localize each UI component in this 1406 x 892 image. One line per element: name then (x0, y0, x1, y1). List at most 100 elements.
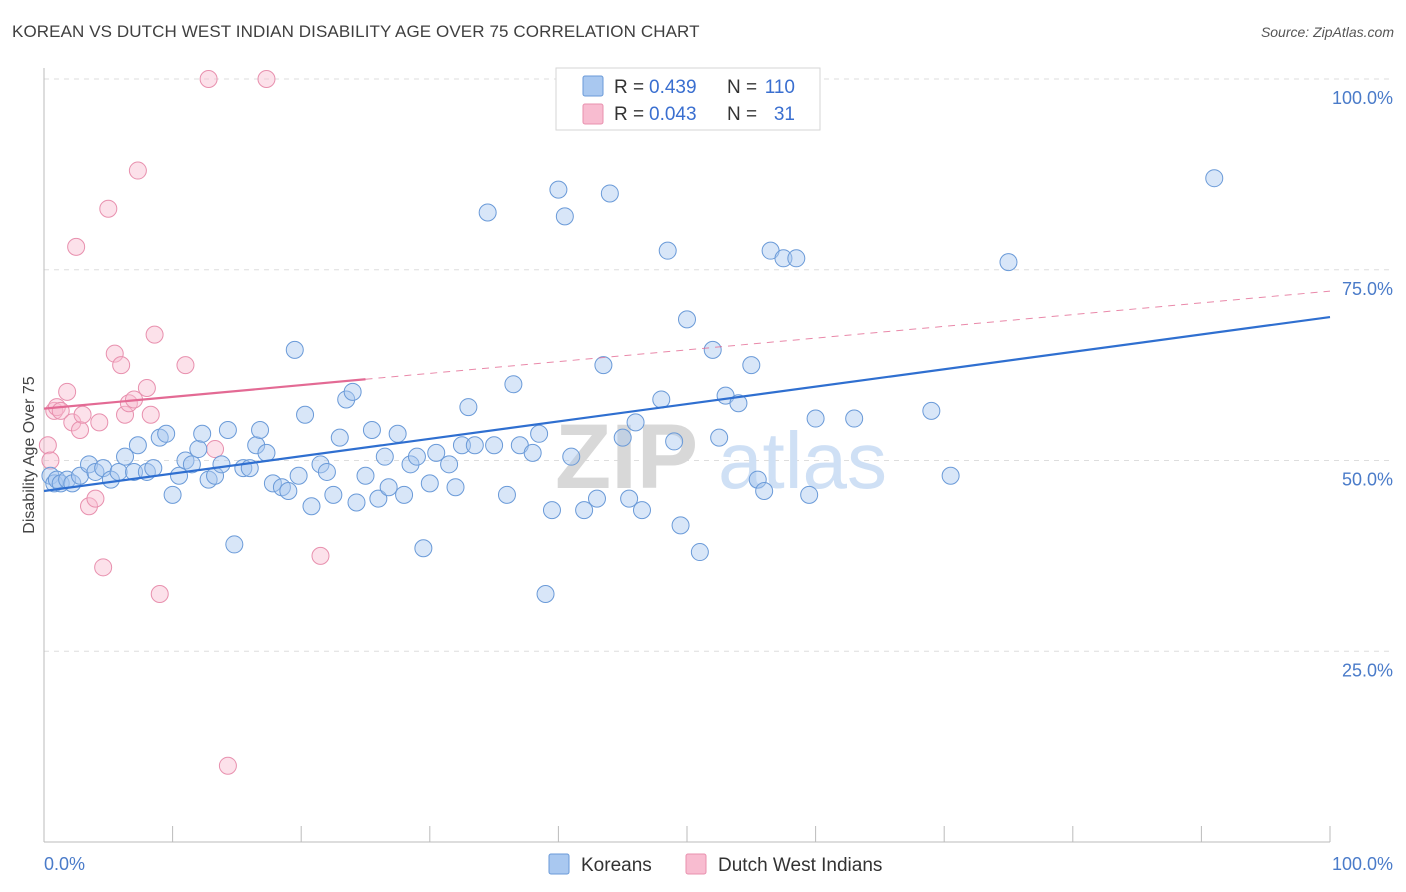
point-koreans-90 (678, 310, 696, 329)
point-koreans-23 (189, 440, 208, 459)
point-koreans-27 (212, 455, 231, 474)
points-koreans (41, 169, 1224, 604)
point-koreans-80 (594, 356, 613, 375)
point-koreans-56 (401, 455, 420, 474)
x-tick-label-max: 100.0% (1332, 854, 1393, 874)
legend-swatch-koreans (582, 75, 604, 97)
point-koreans-69 (504, 375, 523, 394)
point-koreans-71 (523, 443, 542, 462)
point-koreans-75 (549, 180, 568, 199)
point-koreans-102 (800, 485, 819, 504)
point-dutch-west-indians-11 (86, 489, 105, 508)
point-dutch-west-indians-15 (105, 344, 124, 363)
point-koreans-48 (347, 493, 366, 512)
point-koreans-95 (729, 394, 748, 413)
point-dutch-west-indians-25 (176, 356, 195, 375)
point-koreans-24 (193, 424, 212, 443)
point-koreans-63 (452, 436, 471, 455)
point-dutch-west-indians-21 (137, 379, 156, 398)
point-dutch-west-indians-17 (116, 405, 135, 424)
point-koreans-92 (703, 340, 722, 359)
trend-line-koreans (43, 315, 1331, 493)
point-dutch-west-indians-27 (206, 440, 225, 459)
y-tick-label-1: 75.0% (1342, 279, 1393, 299)
point-koreans-72 (530, 424, 549, 443)
point-dutch-west-indians-8 (71, 420, 90, 439)
point-koreans-10 (101, 470, 120, 489)
point-koreans-84 (626, 413, 645, 432)
point-koreans-76 (555, 207, 574, 226)
point-koreans-73 (536, 585, 555, 604)
point-koreans-67 (485, 436, 504, 455)
point-koreans-29 (225, 535, 244, 554)
point-koreans-41 (302, 497, 321, 516)
point-koreans-60 (427, 443, 446, 462)
point-dutch-west-indians-22 (141, 405, 160, 424)
trend-line-dutch-west-indians (43, 378, 366, 410)
point-koreans-98 (755, 482, 774, 501)
point-dutch-west-indians-13 (94, 558, 113, 577)
point-koreans-77 (562, 447, 581, 466)
point-dutch-west-indians-29 (257, 70, 276, 88)
point-koreans-104 (845, 409, 864, 428)
point-dutch-west-indians-7 (67, 237, 86, 256)
point-koreans-47 (343, 382, 362, 401)
point-koreans-45 (330, 428, 349, 447)
y-tick-label-3: 25.0% (1342, 660, 1393, 680)
point-koreans-34 (257, 443, 276, 462)
point-koreans-96 (742, 356, 761, 375)
point-koreans-87 (658, 241, 677, 260)
source-label: Source: ZipAtlas.com (1260, 24, 1394, 40)
point-koreans-107 (999, 253, 1018, 272)
point-koreans-88 (665, 432, 684, 451)
point-dutch-west-indians-30 (311, 546, 330, 565)
point-koreans-44 (324, 485, 343, 504)
watermark: ZIP atlas (555, 406, 887, 508)
bottom-legend-swatch-dutch-west-indians (685, 853, 707, 875)
point-dutch-west-indians-1 (41, 451, 60, 470)
point-koreans-108 (1205, 169, 1224, 188)
point-koreans-50 (362, 420, 381, 439)
point-koreans-61 (440, 455, 459, 474)
legend-r-label-1: R = (614, 104, 644, 125)
grid-lines (44, 78, 1393, 652)
point-koreans-12 (116, 447, 135, 466)
point-dutch-west-indians-5 (58, 382, 77, 401)
point-koreans-42 (311, 455, 330, 474)
point-dutch-west-indians-6 (63, 413, 82, 432)
point-dutch-west-indians-23 (145, 325, 164, 344)
point-koreans-81 (600, 184, 619, 203)
trend-line-dutch-west-indians-extension (365, 290, 1331, 380)
point-koreans-91 (690, 543, 709, 562)
point-koreans-14 (128, 436, 147, 455)
point-koreans-101 (787, 249, 806, 268)
point-koreans-51 (369, 489, 388, 508)
series-legend: Koreans Dutch West Indians (548, 853, 882, 876)
point-dutch-west-indians-14 (99, 199, 118, 218)
point-koreans-37 (279, 482, 298, 501)
point-koreans-78 (575, 501, 594, 520)
point-koreans-65 (465, 436, 484, 455)
trend-lines (43, 290, 1331, 493)
point-koreans-79 (587, 489, 606, 508)
stats-legend: R = 0.439 N = 110 R = 0.043 N = 31 (555, 67, 821, 131)
point-koreans-106 (941, 466, 960, 485)
point-dutch-west-indians-20 (128, 161, 147, 180)
x-tick-label-min: 0.0% (44, 854, 85, 874)
bottom-legend-label-koreans: Koreans (581, 855, 652, 876)
point-koreans-32 (247, 436, 266, 455)
legend-r-value-0: 0.439 (649, 77, 697, 98)
point-koreans-64 (459, 398, 478, 417)
point-koreans-35 (263, 474, 282, 493)
point-koreans-38 (285, 340, 304, 359)
legend-r-value-1: 0.043 (649, 104, 697, 125)
point-koreans-39 (289, 466, 308, 485)
legend-n-value-0: 110 (765, 77, 795, 98)
point-koreans-33 (251, 420, 270, 439)
point-koreans-7 (80, 455, 99, 474)
point-koreans-55 (395, 485, 414, 504)
point-koreans-58 (414, 539, 433, 558)
y-tick-label-0: 100.0% (1332, 88, 1393, 108)
point-dutch-west-indians-26 (199, 70, 218, 88)
